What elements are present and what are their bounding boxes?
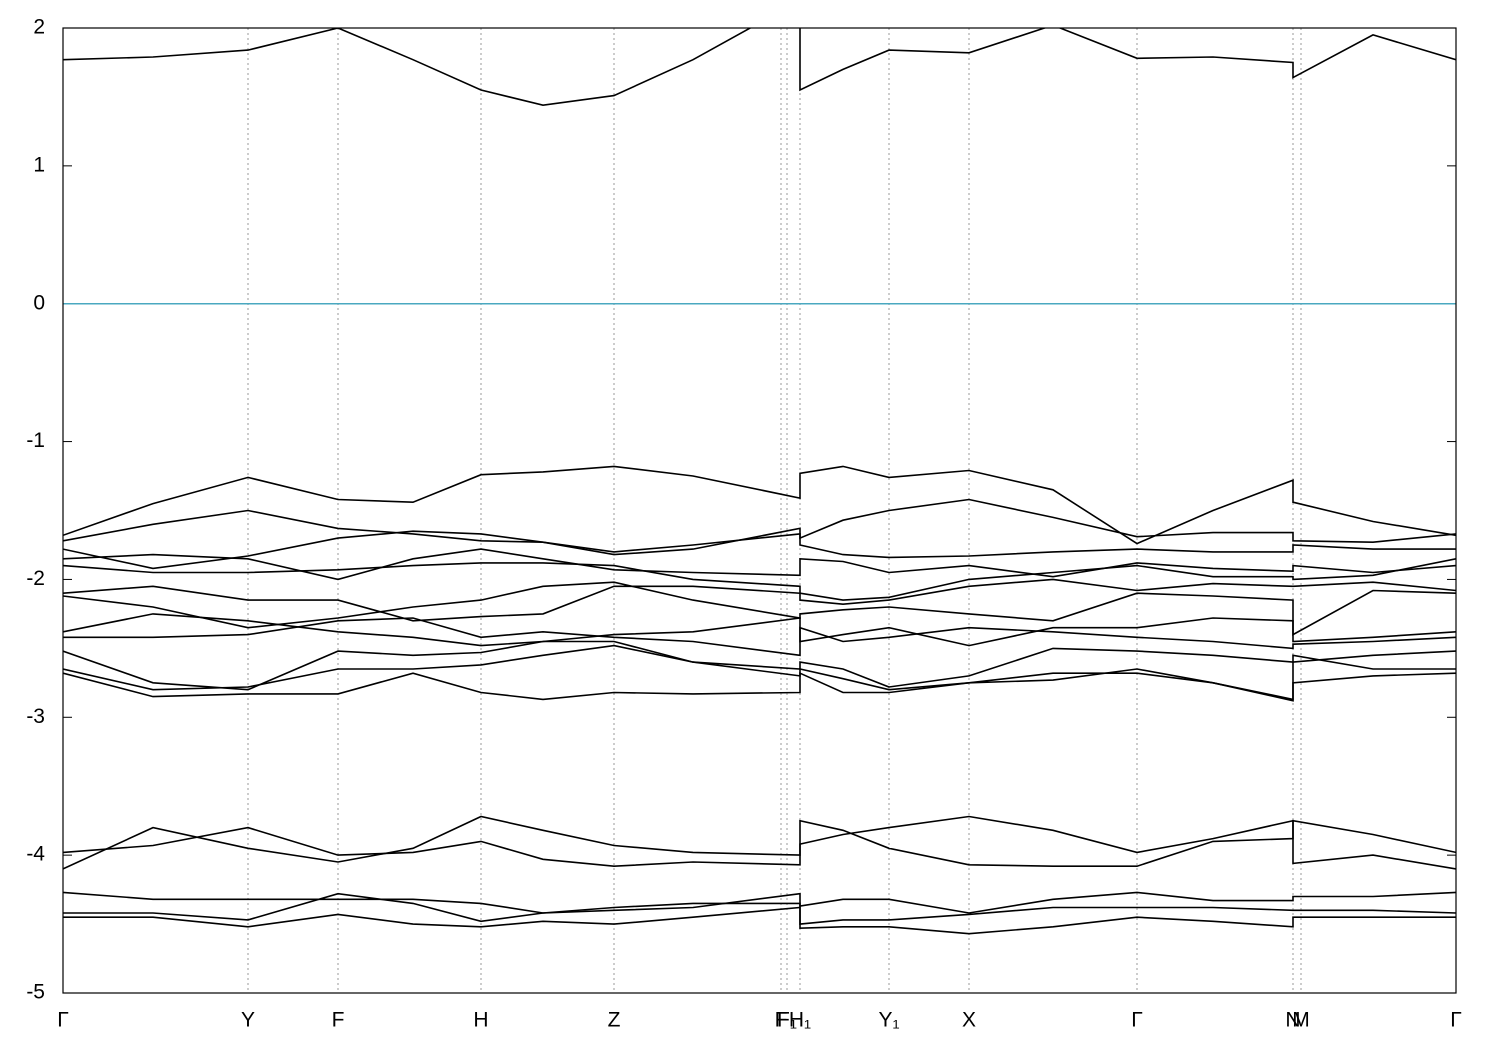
x-tick-label: H: [473, 1009, 488, 1032]
x-tick-label: N: [1285, 1009, 1300, 1032]
band-line: [63, 28, 1456, 107]
x-tick-label: Γ: [1450, 1009, 1462, 1032]
y-tick-label: 1: [33, 153, 45, 176]
band-line: [63, 815, 1456, 870]
x-tick-label: F: [332, 1009, 345, 1032]
x-tick-label: Γ: [57, 1009, 69, 1032]
band-line: [63, 644, 1456, 701]
band-line: [63, 578, 1456, 622]
x-tick-label: Y: [241, 1009, 255, 1032]
band-line: [63, 465, 1456, 545]
band-line: [63, 815, 1456, 870]
y-tick-label: -4: [26, 843, 45, 866]
y-tick-label: -2: [26, 567, 45, 590]
bands: [63, 28, 1456, 935]
band-line: [63, 640, 1456, 691]
band-line: [63, 906, 1456, 935]
x-tick-label: F: [775, 1009, 788, 1032]
band-line: [63, 548, 1456, 581]
y-tick-label: -3: [26, 705, 45, 728]
plot-frame: [62, 27, 1457, 994]
x-tick-label: Y₁: [878, 1009, 899, 1032]
band-line: [63, 613, 1456, 647]
x-tick-label: M: [1292, 1009, 1310, 1032]
x-tick-label: F₁: [777, 1009, 797, 1032]
band-line: [63, 617, 1456, 657]
y-tick-label: 0: [33, 291, 45, 314]
band-line: [63, 654, 1456, 702]
band-line: [63, 498, 1456, 556]
x-tick-label: Γ: [1131, 1009, 1143, 1032]
x-tick-label: Z: [608, 1009, 621, 1032]
y-tick-label: -5: [26, 981, 45, 1004]
band-line: [63, 530, 1456, 570]
x-tick-label: X: [962, 1009, 976, 1032]
y-tick-label: 2: [33, 16, 45, 39]
y-tick-label: -1: [26, 429, 45, 452]
band-line: [63, 581, 1456, 636]
x-tick-label: H₁: [789, 1009, 811, 1032]
